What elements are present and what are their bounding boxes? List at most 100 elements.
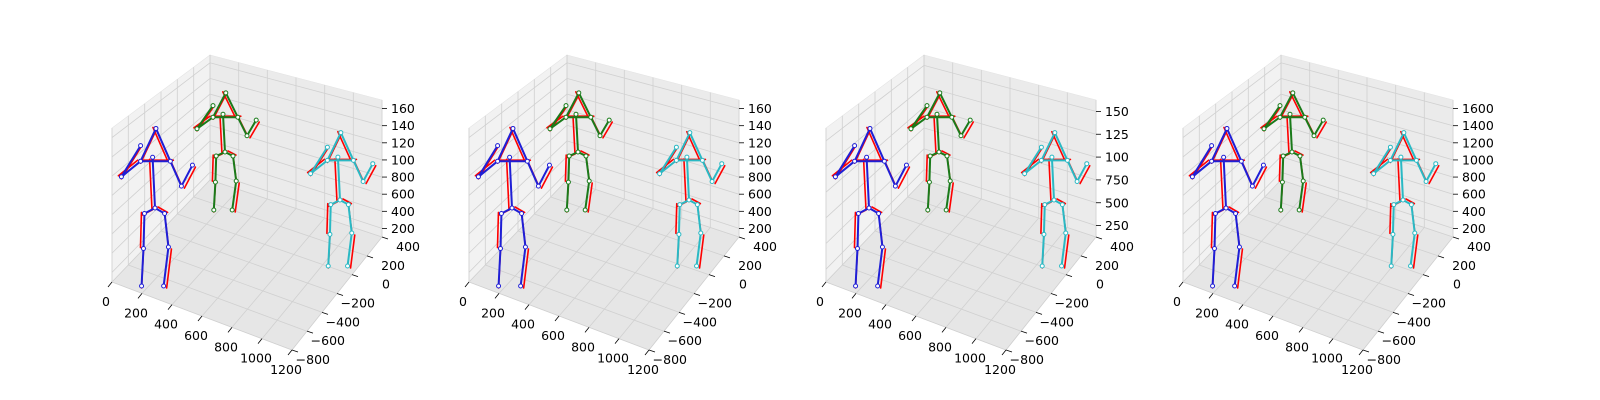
joint-marker — [233, 178, 239, 184]
y-gridline — [1247, 79, 1424, 276]
ground-truth-bone — [1063, 234, 1070, 269]
joint-marker — [498, 210, 504, 216]
predicted-bone — [926, 91, 941, 119]
predicted-bone — [1222, 156, 1227, 209]
y-tick — [723, 255, 731, 259]
joint-marker — [509, 205, 515, 211]
joint-marker — [308, 171, 314, 177]
z-gridline — [468, 140, 740, 235]
y-tick-label: −200 — [1055, 296, 1089, 311]
joint-marker — [497, 246, 503, 252]
joint-marker — [222, 149, 228, 155]
ground-truth-bone — [675, 202, 678, 235]
joint-marker — [586, 178, 592, 184]
joint-marker — [1391, 202, 1397, 208]
x-tick-label: 400 — [511, 317, 535, 332]
y-tick-label: 400 — [753, 239, 777, 254]
ground-truth-bone — [602, 121, 614, 139]
joint-marker — [210, 114, 216, 120]
predicted-bone — [868, 127, 886, 163]
predicted-bone — [950, 116, 962, 137]
joint-marker — [566, 153, 572, 159]
ground-truth-bone — [1428, 164, 1440, 185]
ground-truth-bone — [334, 158, 338, 203]
joint-marker — [327, 231, 333, 237]
z-tick-label: 125 — [1105, 127, 1129, 142]
z-gridline — [1182, 77, 1454, 158]
joint-marker — [699, 157, 705, 163]
joint-marker — [510, 125, 516, 131]
predicted-bone — [352, 159, 365, 183]
y-gridline — [533, 79, 710, 276]
x-tick-label: 200 — [124, 305, 148, 320]
y-tick — [708, 274, 716, 278]
ground-truth-bone — [522, 248, 530, 289]
z-gridline — [468, 77, 740, 158]
joint-marker — [324, 157, 330, 163]
y-tick — [1362, 349, 1370, 353]
predicted-bone — [589, 116, 601, 137]
predicted-bone — [328, 203, 332, 236]
axes-panel-2: 0200400600800100012004002000−200−400−600… — [459, 54, 777, 377]
x-tick — [1208, 293, 1214, 299]
y-tick — [678, 311, 686, 315]
predicted-bone — [1076, 162, 1088, 183]
joint-marker — [1277, 103, 1283, 109]
predicted-bone — [180, 164, 194, 188]
y-tick — [1050, 293, 1058, 296]
x-tick — [257, 338, 263, 344]
y-tick-label: −400 — [1397, 314, 1431, 329]
skeleton-person-2 — [546, 90, 614, 213]
joint-marker — [1223, 205, 1229, 211]
joint-marker — [546, 162, 552, 168]
predicted-bone — [1298, 180, 1305, 211]
joint-marker — [687, 130, 693, 136]
y-tick-label: −600 — [668, 333, 702, 348]
z-tick-label: 400 — [391, 204, 415, 219]
y-tick-label: 200 — [738, 258, 762, 273]
predicted-bone — [212, 91, 227, 119]
z-tick-label: 800 — [391, 170, 415, 185]
joint-marker — [1412, 230, 1418, 236]
z-tick-label: 140 — [748, 118, 772, 133]
predicted-bone — [1372, 159, 1392, 175]
x-tick — [1268, 315, 1274, 322]
z-tick-label: 100 — [748, 152, 772, 167]
ground-truth-bone — [249, 121, 261, 139]
y-tick — [1392, 311, 1400, 315]
predicted-bone — [853, 127, 871, 163]
predicted-bone — [877, 212, 884, 248]
y-tick — [1065, 274, 1073, 278]
joint-marker — [573, 111, 579, 117]
ground-truth-bone — [963, 121, 975, 139]
predicted-bone — [162, 246, 170, 287]
predicted-bone — [169, 160, 183, 188]
ground-truth-bone — [1210, 211, 1214, 249]
z-gridline — [111, 77, 383, 158]
joint-marker — [337, 197, 343, 203]
y-gridline — [193, 67, 368, 257]
z-tick-label: 500 — [1105, 195, 1129, 210]
x-tick — [167, 304, 173, 310]
predicted-bone — [1240, 160, 1254, 188]
predicted-bone — [1234, 212, 1241, 248]
z-gridline — [1182, 93, 1454, 177]
z-tick-label: 100 — [391, 152, 415, 167]
predicted-bone — [1291, 91, 1306, 119]
joint-marker — [345, 202, 351, 208]
predicted-bone — [1050, 156, 1055, 201]
joint-marker — [676, 231, 682, 237]
z-tick-label: 750 — [1105, 172, 1129, 187]
x-tick-label: 400 — [1225, 317, 1249, 332]
ground-truth-bone — [862, 158, 867, 211]
y-tick-label: −400 — [683, 314, 717, 329]
z-tick-label: 160 — [391, 101, 415, 116]
z-gridline — [111, 62, 383, 138]
x-tick-label: 800 — [1285, 339, 1309, 354]
joint-marker — [673, 157, 679, 163]
predicted-bone — [1041, 233, 1045, 267]
predicted-bone — [1210, 127, 1228, 163]
joint-marker — [1297, 153, 1303, 159]
joint-marker — [519, 210, 525, 216]
predicted-bone — [346, 232, 353, 267]
